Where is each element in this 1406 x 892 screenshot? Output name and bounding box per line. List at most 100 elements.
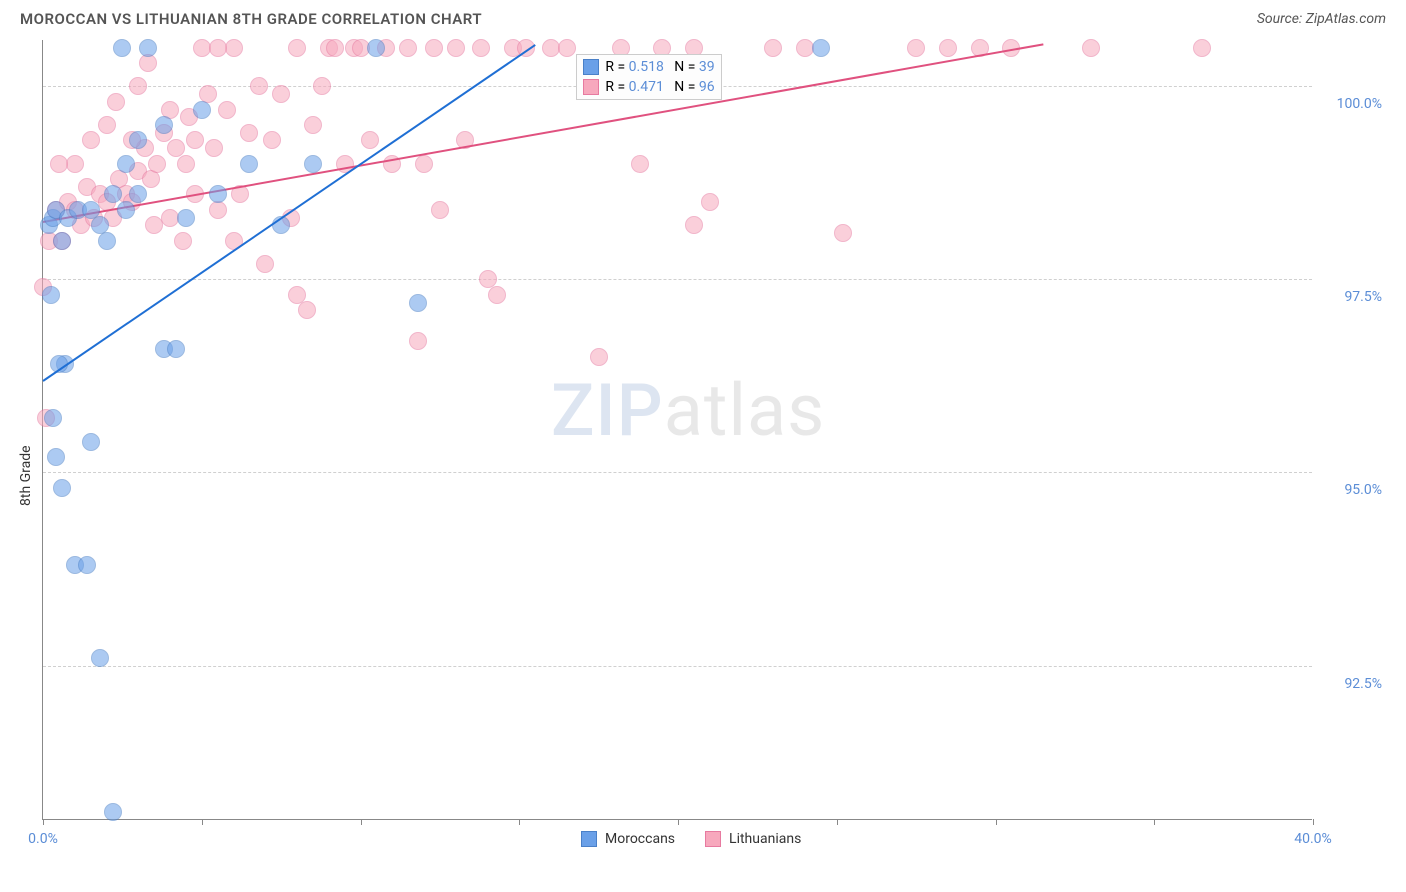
point-lithuanians bbox=[488, 286, 506, 304]
point-lithuanians bbox=[263, 131, 281, 149]
point-lithuanians bbox=[313, 77, 331, 95]
point-lithuanians bbox=[250, 77, 268, 95]
watermark: ZIPatlas bbox=[551, 368, 825, 453]
point-moroccans bbox=[367, 39, 385, 57]
legend-row-lithuanians: R = 0.471 N = 96 bbox=[583, 77, 714, 97]
point-lithuanians bbox=[685, 216, 703, 234]
x-tick bbox=[202, 819, 203, 825]
point-moroccans bbox=[177, 209, 195, 227]
point-lithuanians bbox=[447, 39, 465, 57]
point-moroccans bbox=[113, 39, 131, 57]
point-lithuanians bbox=[50, 155, 68, 173]
legend-text-lithuanians: R = 0.471 N = 96 bbox=[605, 79, 714, 95]
x-tick-label: 0.0% bbox=[28, 831, 58, 847]
point-moroccans bbox=[409, 294, 427, 312]
point-lithuanians bbox=[1082, 39, 1100, 57]
x-tick-label: 40.0% bbox=[1294, 831, 1332, 847]
point-lithuanians bbox=[66, 155, 84, 173]
chart-title: MOROCCAN VS LITHUANIAN 8TH GRADE CORRELA… bbox=[20, 10, 482, 28]
point-moroccans bbox=[193, 101, 211, 119]
point-lithuanians bbox=[129, 77, 147, 95]
point-moroccans bbox=[117, 201, 135, 219]
point-moroccans bbox=[155, 116, 173, 134]
point-lithuanians bbox=[425, 39, 443, 57]
point-moroccans bbox=[104, 185, 122, 203]
point-lithuanians bbox=[107, 93, 125, 111]
point-moroccans bbox=[129, 131, 147, 149]
legend-row-moroccans: R = 0.518 N = 39 bbox=[583, 57, 714, 77]
point-moroccans bbox=[117, 155, 135, 173]
legend-label-moroccans: Moroccans bbox=[605, 831, 675, 847]
point-moroccans bbox=[812, 39, 830, 57]
swatch-moroccans bbox=[583, 59, 599, 75]
point-moroccans bbox=[98, 232, 116, 250]
point-lithuanians bbox=[142, 170, 160, 188]
legend-item-moroccans: Moroccans bbox=[581, 831, 675, 847]
point-lithuanians bbox=[288, 39, 306, 57]
y-axis-label: 8th Grade bbox=[18, 445, 34, 506]
point-moroccans bbox=[139, 39, 157, 57]
point-moroccans bbox=[82, 433, 100, 451]
legend-item-lithuanians: Lithuanians bbox=[705, 831, 801, 847]
point-lithuanians bbox=[361, 131, 379, 149]
swatch-lithuanians-bottom bbox=[705, 831, 721, 847]
legend-label-lithuanians: Lithuanians bbox=[729, 831, 801, 847]
point-lithuanians bbox=[240, 124, 258, 142]
point-moroccans bbox=[167, 340, 185, 358]
point-moroccans bbox=[78, 556, 96, 574]
point-lithuanians bbox=[82, 131, 100, 149]
point-lithuanians bbox=[177, 155, 195, 173]
point-lithuanians bbox=[472, 39, 490, 57]
x-tick bbox=[519, 819, 520, 825]
source-label: Source: ZipAtlas.com bbox=[1257, 11, 1386, 27]
y-tick-label: 92.5% bbox=[1322, 676, 1382, 692]
point-moroccans bbox=[240, 155, 258, 173]
point-lithuanians bbox=[834, 224, 852, 242]
point-lithuanians bbox=[558, 39, 576, 57]
point-lithuanians bbox=[174, 232, 192, 250]
plot-area: 92.5%95.0%97.5%100.0%0.0%40.0%ZIPatlasR … bbox=[42, 40, 1312, 820]
point-lithuanians bbox=[205, 139, 223, 157]
point-lithuanians bbox=[148, 155, 166, 173]
legend-text-moroccans: R = 0.518 N = 39 bbox=[605, 59, 714, 75]
point-moroccans bbox=[47, 448, 65, 466]
point-lithuanians bbox=[272, 85, 290, 103]
point-lithuanians bbox=[209, 39, 227, 57]
point-lithuanians bbox=[631, 155, 649, 173]
point-lithuanians bbox=[304, 116, 322, 134]
point-lithuanians bbox=[186, 131, 204, 149]
point-lithuanians bbox=[139, 54, 157, 72]
point-moroccans bbox=[53, 232, 71, 250]
point-lithuanians bbox=[209, 201, 227, 219]
point-lithuanians bbox=[409, 332, 427, 350]
point-lithuanians bbox=[939, 39, 957, 57]
series-legend: Moroccans Lithuanians bbox=[581, 831, 801, 847]
point-lithuanians bbox=[764, 39, 782, 57]
y-tick-label: 100.0% bbox=[1322, 96, 1382, 112]
x-tick bbox=[43, 819, 44, 825]
point-moroccans bbox=[44, 409, 62, 427]
y-tick-label: 97.5% bbox=[1322, 289, 1382, 305]
point-moroccans bbox=[129, 185, 147, 203]
point-lithuanians bbox=[288, 286, 306, 304]
point-lithuanians bbox=[399, 39, 417, 57]
x-tick bbox=[678, 819, 679, 825]
swatch-lithuanians bbox=[583, 79, 599, 95]
point-lithuanians bbox=[298, 301, 316, 319]
x-tick bbox=[361, 819, 362, 825]
point-lithuanians bbox=[590, 348, 608, 366]
point-lithuanians bbox=[1193, 39, 1211, 57]
point-moroccans bbox=[209, 185, 227, 203]
x-tick bbox=[1313, 819, 1314, 825]
swatch-moroccans-bottom bbox=[581, 831, 597, 847]
point-moroccans bbox=[304, 155, 322, 173]
point-moroccans bbox=[53, 479, 71, 497]
correlation-legend: R = 0.518 N = 39 R = 0.471 N = 96 bbox=[576, 54, 721, 100]
point-lithuanians bbox=[701, 193, 719, 211]
point-lithuanians bbox=[326, 39, 344, 57]
point-lithuanians bbox=[218, 101, 236, 119]
y-tick-label: 95.0% bbox=[1322, 482, 1382, 498]
x-tick bbox=[1154, 819, 1155, 825]
x-tick bbox=[996, 819, 997, 825]
gridline-h bbox=[43, 279, 1312, 280]
